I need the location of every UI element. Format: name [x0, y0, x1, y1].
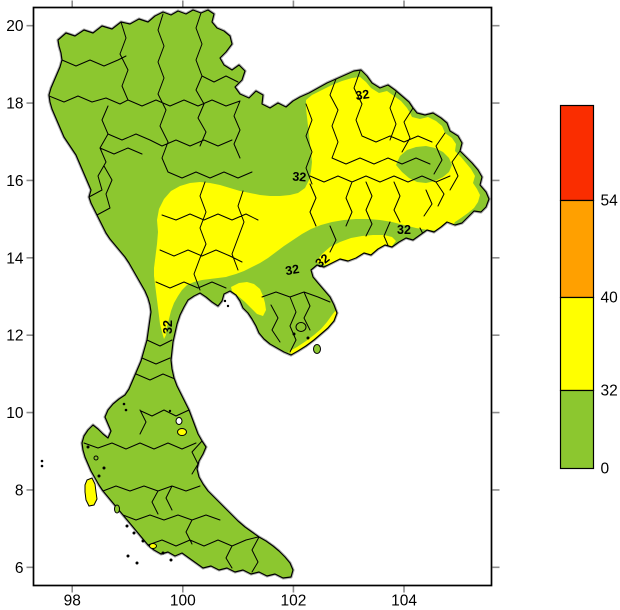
islet-dot [226, 304, 230, 308]
islet-dot [102, 466, 106, 470]
islands [40, 299, 321, 565]
yellow-zone-gulf-east-strip [231, 282, 266, 316]
y-tick-label: 18 [6, 96, 23, 113]
x-tick-label: 102 [280, 593, 306, 610]
islet-dot [223, 299, 227, 303]
y-tick-label: 6 [15, 560, 24, 577]
island-small-yellow [149, 543, 157, 549]
axis-ticks: 98 100 102 104 20 18 16 14 12 10 8 6 [6, 0, 500, 610]
islet-dot [86, 445, 90, 449]
island-phuket [84, 477, 98, 507]
contour-label-32: 32 [397, 223, 411, 237]
colorbar-label: 54 [601, 193, 619, 210]
colorbar-segment-red [559, 104, 595, 202]
colorbar-segment-yellow [559, 296, 595, 392]
islet-dot [126, 554, 130, 558]
y-tick-label: 20 [6, 18, 24, 35]
x-tick-label: 98 [64, 593, 81, 610]
island-ko-lanta [114, 504, 120, 514]
island-ko-samui [177, 428, 187, 436]
contour-labels: 32 32 32 32 32 32 [161, 87, 411, 334]
map-content: 32 32 32 32 32 32 [40, 8, 491, 580]
contour-label-32: 32 [161, 320, 175, 334]
yellow-zone-southeast-coast [288, 310, 338, 354]
y-tick-label: 10 [6, 405, 24, 422]
colorbar-label: 40 [601, 290, 619, 307]
islet-dot [141, 539, 145, 543]
islet-dot [135, 561, 139, 565]
colorbar-label: 0 [601, 461, 610, 478]
y-tick-label: 12 [6, 328, 23, 345]
islet-dot [132, 531, 136, 535]
islet-dot [306, 336, 310, 340]
x-tick-label: 100 [170, 593, 196, 610]
islet-dot [40, 464, 44, 468]
islet-dot [40, 459, 44, 463]
islet-dot [292, 332, 296, 336]
colorbar-label: 32 [601, 383, 618, 400]
islet-dot [168, 409, 172, 413]
islet-dot [125, 524, 129, 528]
islet-dot [97, 474, 101, 478]
plot-frame [32, 6, 493, 587]
contour-label-32: 32 [284, 262, 300, 278]
contour-label-32: 32 [313, 251, 333, 271]
x-tick-label: 104 [391, 593, 417, 610]
islet-dot [122, 402, 126, 406]
y-tick-label: 16 [6, 173, 23, 190]
colorbar: 54 40 32 0 [559, 104, 619, 478]
colorbar-segment-green [559, 389, 595, 470]
island-ko-kut [313, 344, 321, 354]
y-tick-label: 14 [6, 250, 24, 267]
colorbar-segment-orange [559, 199, 595, 299]
y-tick-label: 8 [15, 482, 24, 499]
islet-dot [169, 558, 173, 562]
contour-label-32: 32 [292, 170, 307, 185]
yellow-zone-central-northeast [154, 77, 480, 339]
islet-dot [124, 408, 128, 412]
green-hill-island-northeast [396, 146, 452, 183]
island-small [93, 455, 99, 461]
islet-dot [161, 551, 165, 555]
island-ko-chang [295, 322, 307, 332]
contour-label-32: 32 [355, 87, 371, 103]
island-ko-phangan [175, 417, 183, 425]
yellow-zone-south-of-ridge [316, 235, 396, 265]
